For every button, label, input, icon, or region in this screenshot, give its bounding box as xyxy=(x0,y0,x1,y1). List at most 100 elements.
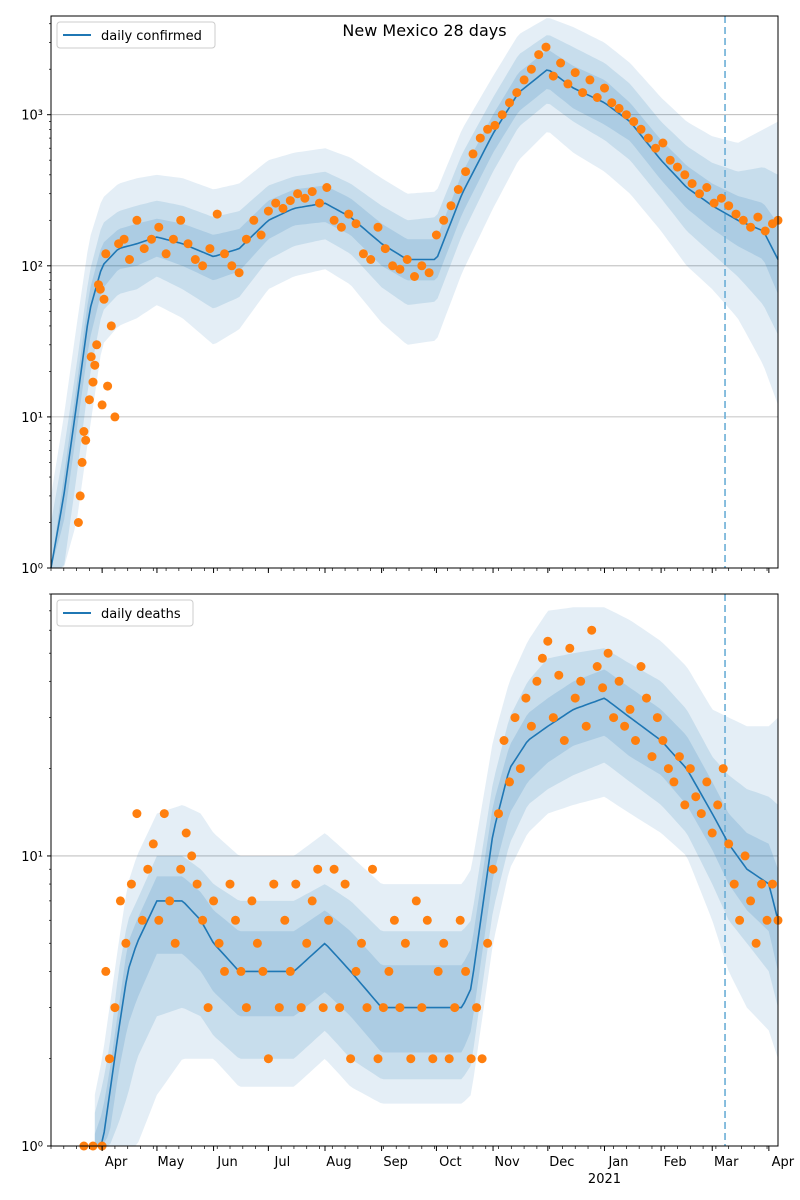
data-point xyxy=(302,938,312,948)
band-middle xyxy=(94,648,779,1146)
data-point xyxy=(450,1003,460,1013)
data-point xyxy=(161,249,171,259)
data-point xyxy=(753,212,763,222)
data-point xyxy=(269,879,279,889)
data-point xyxy=(176,215,186,225)
data-point xyxy=(203,1003,213,1013)
legend-label: daily confirmed xyxy=(101,29,202,44)
daily-deaths-chart: 10⁰ 10¹ Apr May Jun Jul Aug Sep Oct Nov Dec Jan Feb… xyxy=(21,593,795,1187)
data-point xyxy=(220,966,229,976)
x-tick-label: Jul xyxy=(274,1155,291,1170)
data-point xyxy=(358,249,368,259)
data-point xyxy=(187,851,197,861)
data-point xyxy=(205,244,215,254)
x-tick-label: Mar xyxy=(714,1155,739,1170)
data-point xyxy=(165,896,175,906)
data-point xyxy=(132,809,142,819)
data-point xyxy=(154,222,164,232)
x-tick-label: Feb xyxy=(664,1155,687,1170)
data-point xyxy=(220,249,229,259)
data-point xyxy=(592,93,602,102)
data-point xyxy=(159,809,169,819)
data-point xyxy=(373,1054,383,1064)
data-point xyxy=(760,226,770,236)
data-point xyxy=(614,676,624,686)
data-point xyxy=(417,261,427,271)
data-point xyxy=(322,183,332,192)
data-point xyxy=(472,1003,482,1013)
data-point xyxy=(77,457,87,467)
data-point xyxy=(570,693,580,703)
data-point xyxy=(735,915,745,925)
data-point xyxy=(642,693,651,703)
y-tick-label: 10³ xyxy=(21,109,43,124)
data-point xyxy=(716,193,726,203)
data-point xyxy=(225,879,235,889)
data-point xyxy=(439,215,449,225)
data-point xyxy=(559,736,569,745)
y-tick-label: 10⁰ xyxy=(21,562,43,577)
y-axis-ticks: 10⁰ 10¹ 10² 10³ xyxy=(21,23,51,577)
data-point xyxy=(428,1054,438,1064)
data-point xyxy=(702,777,712,787)
data-point xyxy=(433,966,443,976)
data-point xyxy=(115,896,125,906)
x-tick-label: Jan xyxy=(607,1155,628,1170)
data-point xyxy=(417,1003,427,1013)
data-point xyxy=(468,149,478,159)
data-point xyxy=(746,896,756,906)
data-point xyxy=(324,915,334,925)
x-tick-label: Aug xyxy=(326,1155,351,1170)
data-point xyxy=(643,133,653,143)
data-point xyxy=(620,721,630,731)
data-point xyxy=(652,713,662,723)
data-point xyxy=(687,179,697,189)
data-point xyxy=(631,736,640,745)
data-point xyxy=(406,1054,416,1064)
data-point xyxy=(461,167,471,177)
data-point xyxy=(603,648,613,658)
data-point xyxy=(300,193,310,203)
data-point xyxy=(263,1054,273,1064)
data-point xyxy=(494,809,503,819)
data-point xyxy=(280,915,290,925)
data-point xyxy=(380,244,390,254)
data-point xyxy=(247,896,257,906)
data-point xyxy=(73,518,83,527)
data-point xyxy=(139,244,149,254)
data-point xyxy=(713,800,723,810)
data-point xyxy=(422,915,432,925)
data-point xyxy=(515,764,525,774)
x-tick-label: Apr xyxy=(772,1155,795,1170)
data-point xyxy=(318,1003,328,1013)
data-point xyxy=(329,864,339,874)
data-point xyxy=(110,1003,120,1013)
data-point xyxy=(695,189,704,199)
x-tick-label: Nov xyxy=(494,1155,520,1170)
data-point xyxy=(718,764,728,774)
data-point xyxy=(685,764,695,774)
data-point xyxy=(101,249,111,259)
y-tick-label: 10¹ xyxy=(21,850,43,865)
data-point xyxy=(137,915,147,925)
legend: daily deaths xyxy=(56,599,194,627)
data-point xyxy=(537,653,547,663)
daily-confirmed-chart: 10⁰ 10¹ 10² 10³ New Mexico 28 days daily co… xyxy=(21,15,783,577)
x-tick-label: Dec xyxy=(549,1155,574,1170)
data-point xyxy=(313,864,323,874)
data-point xyxy=(362,1003,372,1013)
uncertainty-bands xyxy=(94,607,779,1146)
data-point xyxy=(181,828,191,838)
data-point xyxy=(556,58,566,68)
data-point xyxy=(258,966,268,976)
data-point xyxy=(291,879,301,889)
data-point xyxy=(729,879,739,889)
data-point xyxy=(183,239,193,249)
data-point xyxy=(88,377,98,387)
data-point xyxy=(110,412,120,422)
data-point xyxy=(121,938,131,948)
data-point xyxy=(329,215,339,225)
data-point xyxy=(499,736,509,745)
band-outer xyxy=(94,607,779,1146)
data-point xyxy=(600,83,609,93)
